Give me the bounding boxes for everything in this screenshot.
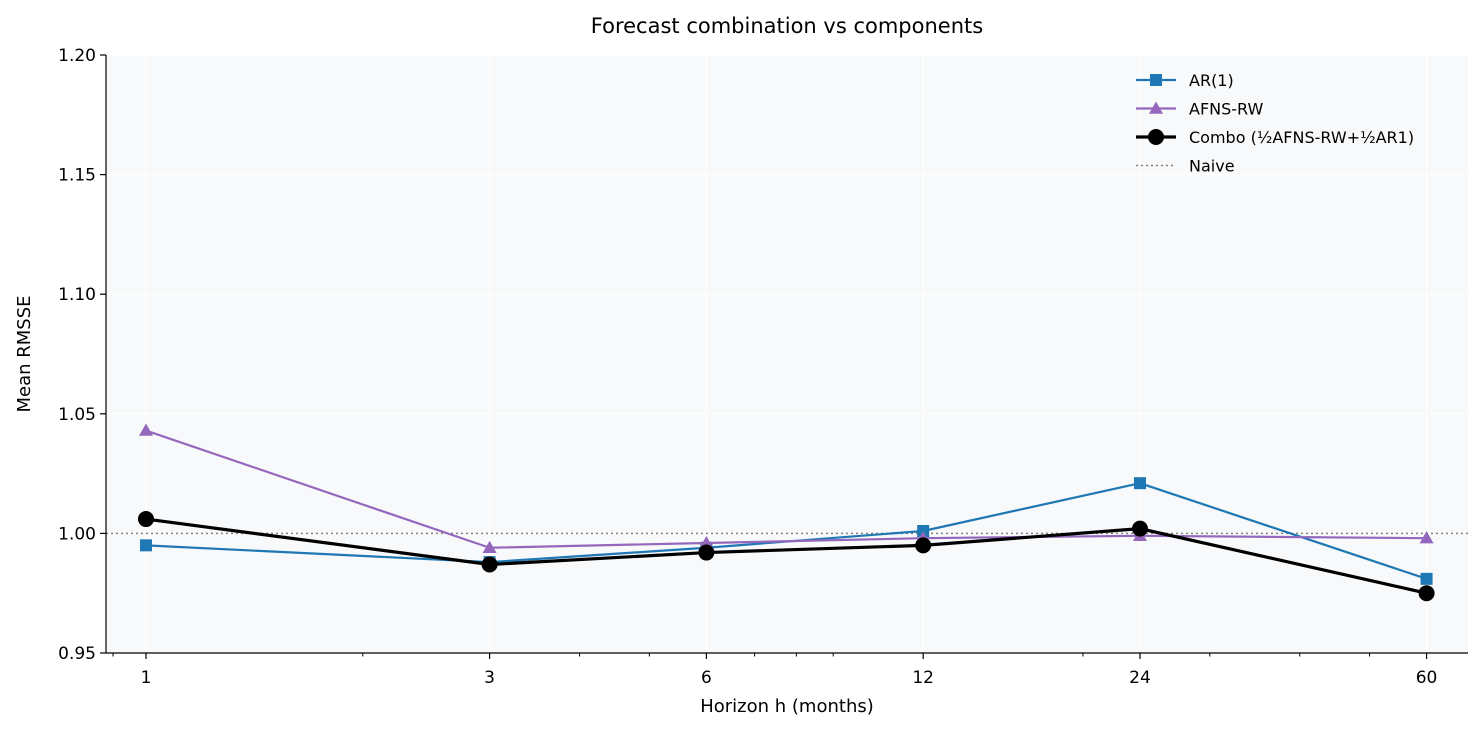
data-point — [1418, 585, 1435, 602]
series-2 — [137, 511, 1435, 602]
series-layer — [137, 423, 1435, 602]
legend-label: Combo (½AFNS-RW+½AR1) — [1189, 128, 1414, 147]
legend-marker — [1150, 74, 1162, 86]
series-1 — [138, 423, 1434, 554]
y-tick-label: 1.15 — [58, 166, 96, 186]
legend: AR(1) AFNS-RW Combo (½AFNS-RW+½AR1) Naive — [1136, 71, 1414, 176]
series-line — [145, 429, 1427, 549]
data-point — [1420, 572, 1433, 585]
data-point — [1419, 531, 1434, 544]
x-axis-label: Horizon h (months) — [700, 696, 874, 717]
data-point — [482, 540, 497, 554]
y-tick-label: 1.05 — [58, 405, 96, 425]
legend-label: AR(1) — [1189, 71, 1234, 90]
data-point — [138, 423, 153, 436]
y-tick-label: 1.10 — [58, 285, 96, 305]
x-tick-label: 1 — [141, 668, 152, 688]
legend-item: AFNS-RW — [1136, 100, 1264, 119]
data-point — [698, 544, 715, 561]
legend-item: AR(1) — [1136, 71, 1234, 90]
x-tick-label: 3 — [484, 668, 495, 688]
legend-label: AFNS-RW — [1189, 100, 1264, 119]
axes — [105, 55, 1468, 654]
data-point — [1131, 520, 1148, 537]
data-point — [699, 535, 714, 549]
x-tick-label: 6 — [701, 668, 712, 688]
y-tick-label: 1.00 — [58, 524, 96, 544]
x-tick-label: 12 — [912, 668, 934, 688]
series-line — [145, 517, 1427, 595]
data-point — [481, 556, 498, 573]
y-axis-label: Mean RMSSE — [14, 295, 35, 412]
legend-marker — [1149, 101, 1163, 114]
series-line — [145, 482, 1427, 580]
data-point — [139, 539, 152, 552]
data-point — [917, 525, 930, 538]
legend-label: Naive — [1189, 157, 1235, 176]
legend-item: Naive — [1136, 157, 1235, 176]
legend-item: Combo (½AFNS-RW+½AR1) — [1136, 128, 1414, 147]
y-tick-label: 1.20 — [58, 46, 96, 66]
y-tick-label: 0.95 — [58, 644, 96, 664]
x-tick-label: 60 — [1416, 668, 1438, 688]
x-ticks: 1 3 6 12 24 60 — [141, 653, 1438, 688]
data-point — [915, 537, 932, 554]
legend-marker — [1148, 129, 1164, 145]
data-point — [137, 511, 154, 528]
plot-area — [106, 55, 1468, 653]
x-tick-label: 24 — [1129, 668, 1151, 688]
chart-title: Forecast combination vs components — [591, 14, 983, 38]
y-ticks: 0.95 1.00 1.05 1.10 1.15 1.20 — [58, 46, 106, 664]
data-point — [1133, 477, 1146, 490]
